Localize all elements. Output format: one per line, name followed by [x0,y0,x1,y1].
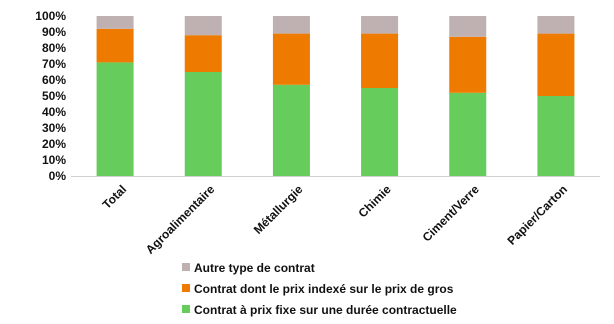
y-tick-label: 80% [42,41,66,55]
bar-segment [537,96,575,176]
x-category-label: Papier/Carton [504,182,570,248]
legend: Autre type de contrat Contrat dont le pri… [182,261,457,317]
bar-segment [96,16,134,29]
bar-segment [184,72,222,176]
x-category-label: Total [100,182,130,212]
y-tick-label: 50% [42,89,66,103]
y-axis: 0% 10% 20% 30% 40% 50% 60% 70% 80% 90% 100% [35,9,66,183]
x-axis: Total Agroalimentaire Métallurgie Chimie Cim… [71,176,600,257]
legend-label: Contrat dont le prix indexé sur le prix … [194,282,454,296]
bar-segment [96,62,134,176]
bar-segment [361,16,399,34]
bar-segment [272,33,310,85]
legend-swatch [182,263,190,271]
x-category-label: Ciment/Verre [420,182,482,244]
x-category-label: Chimie [356,182,394,220]
bar-segment [184,35,222,72]
bar-segment [184,16,222,36]
y-tick-label: 10% [42,153,66,167]
bar-segment [537,33,575,96]
bar-segment [272,16,310,34]
bar-segment [449,16,487,37]
y-tick-label: 100% [35,9,66,23]
bar-segment [361,33,399,88]
x-category-label: Métallurgie [251,182,306,237]
y-tick-label: 0% [49,169,67,183]
legend-label: Autre type de contrat [194,261,315,275]
bar-segment [537,16,575,34]
bar-segment [272,84,310,176]
y-tick-label: 70% [42,57,66,71]
bar-segment [449,36,487,93]
y-tick-label: 20% [42,137,66,151]
x-category-label: Agroalimentaire [143,182,218,257]
bar-segment [96,28,134,63]
bar-segment [361,88,399,176]
y-tick-label: 30% [42,121,66,135]
bar-segment [449,92,487,176]
y-tick-label: 60% [42,73,66,87]
y-tick-label: 40% [42,105,66,119]
bars [96,16,575,176]
legend-swatch [182,284,190,292]
legend-label: Contrat à prix fixe sur une durée contra… [194,303,457,317]
legend-swatch [182,305,190,313]
y-tick-label: 90% [42,25,66,39]
